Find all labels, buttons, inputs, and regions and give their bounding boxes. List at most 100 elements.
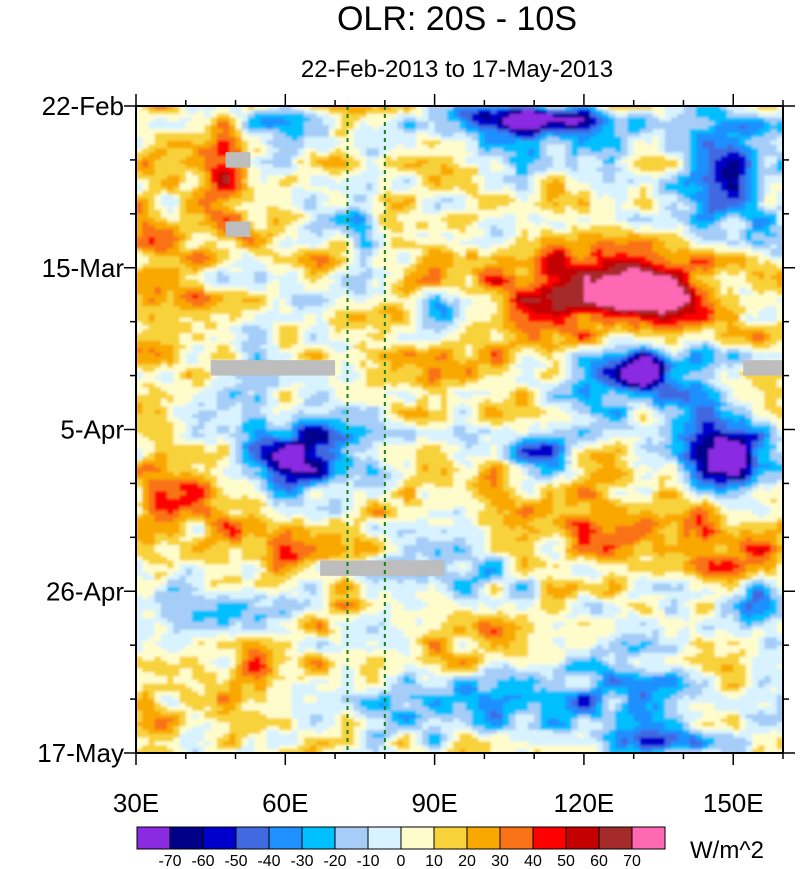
- olr-cell: [179, 279, 187, 284]
- olr-cell: [384, 156, 392, 161]
- olr-cell: [671, 171, 678, 176]
- olr-cell: [247, 279, 255, 284]
- olr-cell: [453, 132, 461, 138]
- olr-cell: [559, 233, 566, 238]
- olr-cell: [285, 198, 293, 203]
- olr-cell: [191, 109, 199, 115]
- olr-cell: [764, 198, 772, 203]
- olr-cell: [521, 163, 529, 169]
- olr-cell: [764, 283, 772, 288]
- olr-cell: [509, 175, 517, 180]
- olr-cell: [359, 256, 367, 261]
- olr-cell: [204, 125, 212, 130]
- olr-cell: [577, 175, 585, 180]
- olr-cell: [322, 233, 330, 238]
- olr-cell: [727, 183, 734, 188]
- olr-cell: [447, 275, 454, 280]
- olr-cell: [409, 125, 417, 130]
- olr-cell: [447, 225, 454, 230]
- olr-cell: [378, 283, 386, 288]
- olr-cell: [173, 171, 181, 176]
- olr-cell: [739, 167, 747, 173]
- olr-cell: [770, 190, 778, 196]
- olr-cell: [671, 129, 678, 134]
- olr-cell: [359, 206, 367, 211]
- olr-cell: [646, 117, 653, 122]
- olr-cell: [434, 263, 442, 269]
- olr-cell: [633, 121, 641, 126]
- olr-cell: [671, 209, 678, 215]
- olr-cell: [204, 209, 212, 215]
- olr-cell: [266, 209, 274, 215]
- olr-cell: [384, 183, 392, 188]
- olr-cell: [191, 148, 199, 153]
- olr-cell: [235, 186, 243, 192]
- olr-cell: [683, 240, 691, 246]
- olr-cell: [596, 125, 604, 130]
- olr-cell: [596, 283, 604, 288]
- olr-cell: [210, 256, 218, 261]
- olr-cell: [185, 240, 193, 246]
- olr-cell: [198, 233, 206, 238]
- olr-cell: [266, 186, 274, 192]
- olr-cell: [179, 190, 187, 196]
- olr-cell: [384, 271, 392, 277]
- olr-cell: [702, 236, 709, 242]
- olr-cell: [527, 233, 535, 238]
- olr-cell: [652, 287, 660, 292]
- olr-cell: [353, 206, 361, 211]
- olr-cell: [453, 287, 461, 292]
- olr-cell: [621, 225, 629, 230]
- olr-cell: [272, 252, 280, 257]
- olr-cell: [434, 121, 442, 126]
- olr-cell: [720, 244, 728, 250]
- olr-cell: [372, 125, 380, 130]
- olr-cell: [739, 152, 747, 157]
- olr-cell: [160, 171, 168, 176]
- olr-cell: [534, 198, 541, 203]
- olr-cell: [664, 244, 672, 250]
- olr-cell: [720, 179, 728, 184]
- olr-cell: [751, 267, 759, 273]
- olr-cell: [546, 217, 554, 223]
- olr-cell: [739, 229, 747, 234]
- olr-cell: [720, 271, 728, 277]
- olr-cell: [440, 279, 448, 284]
- olr-cell: [733, 140, 741, 146]
- olr-cell: [751, 186, 759, 192]
- olr-cell: [465, 271, 473, 277]
- olr-cell: [210, 244, 218, 250]
- olr-cell: [478, 279, 485, 284]
- olr-cell: [465, 279, 473, 284]
- chart-subtitle: 22-Feb-2013 to 17-May-2013: [300, 56, 614, 83]
- olr-cell: [652, 132, 660, 138]
- olr-cell: [247, 186, 255, 192]
- olr-cell: [241, 129, 249, 134]
- olr-cell: [372, 221, 380, 226]
- olr-cell: [751, 171, 759, 176]
- olr-cell: [216, 221, 224, 226]
- olr-cell: [291, 140, 299, 146]
- olr-cell: [484, 275, 492, 280]
- olr-cell: [148, 229, 156, 234]
- olr-cell: [154, 233, 162, 238]
- olr-cell: [745, 156, 753, 161]
- olr-cell: [291, 117, 299, 122]
- olr-cell: [608, 271, 616, 277]
- olr-cell: [739, 183, 747, 188]
- olr-cell: [664, 206, 672, 211]
- olr-cell: [434, 260, 442, 265]
- olr-cell: [496, 271, 504, 277]
- olr-cell: [758, 229, 765, 234]
- olr-cell: [428, 179, 436, 184]
- olr-cell: [254, 171, 262, 176]
- olr-cell: [571, 125, 579, 130]
- olr-cell: [353, 106, 361, 111]
- olr-cell: [154, 136, 162, 142]
- olr-cell: [198, 267, 206, 273]
- olr-cell: [310, 140, 318, 146]
- olr-cell: [652, 175, 660, 180]
- olr-cell: [440, 117, 448, 122]
- olr-cell: [341, 263, 349, 269]
